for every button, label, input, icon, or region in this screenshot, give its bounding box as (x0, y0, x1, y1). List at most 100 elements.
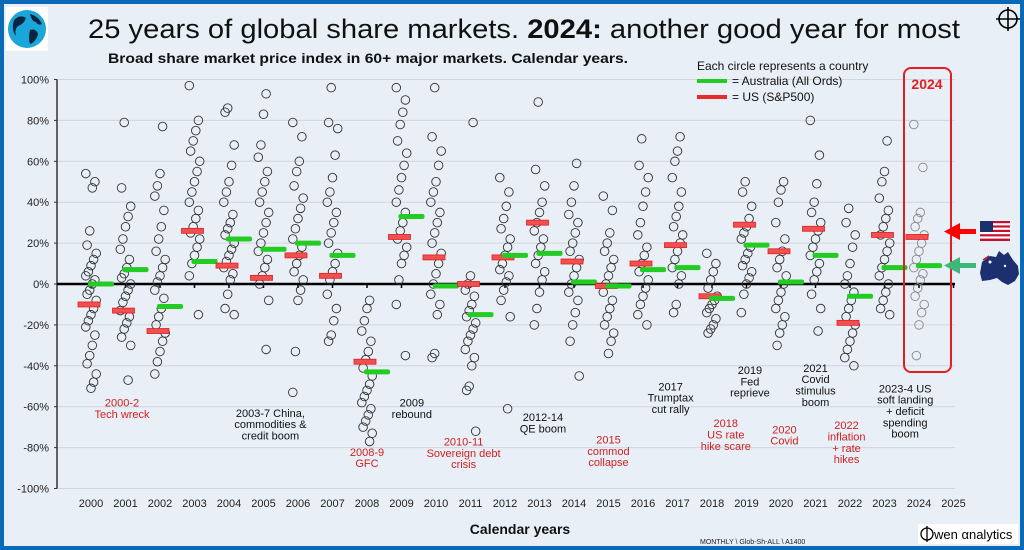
country-point (256, 140, 266, 150)
x-tick-label: 2001 (113, 498, 137, 510)
red-arrow-icon (944, 223, 976, 240)
chart-subtitle: Broad share market price index in 60+ ma… (108, 51, 628, 66)
y-tick-label: 0% (33, 279, 49, 291)
country-point (814, 150, 825, 160)
y-tick-label: 40% (27, 197, 49, 209)
annotation-line: 2017 (658, 381, 682, 393)
country-point (359, 316, 370, 326)
us-bar (250, 274, 273, 281)
annotation-line: inflation (828, 431, 866, 443)
country-point (159, 205, 169, 216)
country-point (674, 201, 684, 212)
crosshair-icon[interactable] (996, 7, 1020, 31)
country-point (119, 117, 129, 128)
country-point (298, 193, 308, 203)
country-point (87, 340, 98, 351)
country-point (155, 346, 165, 357)
annotation-line: 2010-11 (444, 437, 484, 449)
country-point (702, 248, 712, 259)
country-point (743, 248, 753, 259)
country-point (288, 117, 298, 128)
highlight-2024-label: 2024 (911, 76, 942, 92)
country-point (840, 352, 850, 363)
country-point (122, 318, 132, 328)
country-point (155, 168, 165, 179)
us-flag-icon (980, 221, 1010, 241)
country-point (82, 359, 92, 369)
annotation-line: boom (802, 397, 830, 409)
country-point (505, 311, 515, 322)
x-tick-label: 2008 (355, 498, 379, 510)
country-point (809, 197, 819, 207)
country-point (288, 387, 298, 398)
country-point (83, 316, 94, 326)
country-point (467, 299, 477, 310)
country-point (431, 176, 441, 187)
country-point (432, 309, 443, 320)
country-point (564, 287, 574, 297)
country-point (875, 303, 886, 314)
country-point (357, 326, 367, 336)
country-point (915, 207, 926, 218)
x-tick-label: 2023 (872, 498, 896, 510)
country-point (257, 187, 267, 197)
us-bar (560, 258, 584, 265)
country-point (806, 289, 817, 299)
country-point (116, 273, 127, 283)
country-point (184, 197, 195, 207)
country-point (359, 391, 370, 402)
country-point (772, 262, 782, 273)
country-point (635, 217, 646, 228)
country-point (159, 293, 169, 304)
annotation-line: 2023-4 US (879, 383, 932, 395)
annotation-line: cut rally (652, 404, 690, 416)
country-point (640, 187, 651, 197)
country-point (433, 160, 444, 171)
country-point (391, 82, 402, 93)
country-point (539, 181, 550, 191)
country-point (496, 295, 506, 306)
x-tick-label: 2007 (320, 498, 344, 510)
country-point (603, 348, 614, 359)
us-bar (77, 301, 101, 308)
country-point (874, 271, 885, 281)
country-point (153, 234, 164, 244)
country-point (192, 166, 202, 177)
country-point (573, 295, 583, 306)
country-point (152, 356, 163, 367)
country-point (571, 158, 582, 169)
country-point (400, 350, 411, 361)
country-point (364, 379, 375, 389)
annotation-line: + deficit (886, 406, 924, 418)
country-point (502, 403, 513, 414)
country-point (565, 246, 575, 257)
country-point (298, 275, 308, 285)
x-tick-label: 2025 (941, 498, 965, 510)
country-point (667, 172, 678, 183)
y-tick-label: -100% (17, 484, 49, 496)
country-point (909, 119, 919, 130)
country-point (739, 289, 749, 299)
australia-bar (571, 279, 597, 285)
x-tick-label: 2015 (596, 498, 620, 510)
country-point (118, 234, 128, 244)
country-point (879, 166, 890, 177)
country-point (567, 320, 578, 330)
country-point (116, 183, 127, 193)
x-tick-label: 2002 (148, 498, 172, 510)
country-point (746, 201, 757, 212)
country-point (326, 82, 336, 93)
annotation-line: Sovereign debt (427, 448, 501, 460)
country-point (670, 156, 680, 167)
country-point (253, 152, 264, 162)
country-point (504, 187, 514, 197)
us-bar (112, 307, 135, 314)
country-point (850, 230, 860, 240)
australia-bar (226, 236, 252, 242)
country-point (189, 176, 200, 187)
x-tick-label: 2021 (803, 498, 827, 510)
